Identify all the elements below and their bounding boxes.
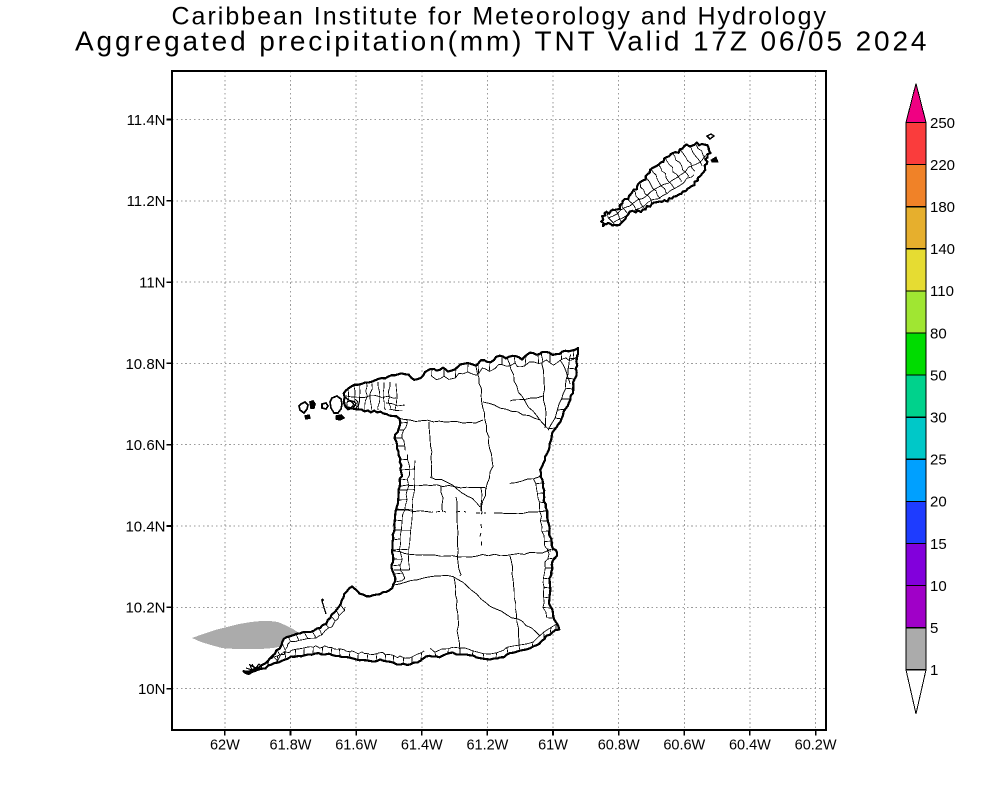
- svg-text:50: 50: [930, 367, 947, 384]
- svg-text:10N: 10N: [138, 681, 166, 698]
- svg-text:11.4N: 11.4N: [127, 112, 166, 129]
- svg-text:140: 140: [930, 241, 955, 258]
- svg-text:61W: 61W: [538, 738, 568, 754]
- svg-text:80: 80: [930, 325, 947, 342]
- svg-text:61.4W: 61.4W: [401, 738, 443, 754]
- svg-text:20: 20: [930, 494, 947, 511]
- svg-text:61.8W: 61.8W: [270, 738, 312, 754]
- svg-text:60.2W: 60.2W: [795, 738, 837, 754]
- svg-text:10.2N: 10.2N: [125, 600, 165, 617]
- svg-text:61.6W: 61.6W: [335, 738, 377, 754]
- svg-text:60.8W: 60.8W: [598, 738, 640, 754]
- svg-text:1: 1: [930, 662, 938, 679]
- svg-text:250: 250: [930, 115, 955, 132]
- svg-text:10.8N: 10.8N: [125, 356, 165, 373]
- svg-text:180: 180: [930, 199, 955, 216]
- svg-text:30: 30: [930, 410, 947, 427]
- svg-text:60.6W: 60.6W: [663, 738, 705, 754]
- svg-text:220: 220: [930, 157, 955, 174]
- svg-text:110: 110: [930, 283, 954, 300]
- svg-text:Aggregated precipitation(mm) T: Aggregated precipitation(mm) TNT Valid 1…: [75, 26, 927, 57]
- svg-text:5: 5: [930, 620, 938, 637]
- svg-text:10.4N: 10.4N: [125, 518, 165, 535]
- svg-text:25: 25: [930, 452, 947, 469]
- svg-text:11N: 11N: [139, 275, 165, 292]
- svg-text:61.2W: 61.2W: [466, 738, 508, 754]
- svg-text:10: 10: [930, 578, 947, 595]
- svg-text:15: 15: [930, 536, 947, 553]
- svg-text:10.6N: 10.6N: [125, 437, 165, 454]
- svg-text:11.2N: 11.2N: [127, 193, 166, 210]
- svg-text:60.4W: 60.4W: [729, 738, 771, 754]
- svg-text:62W: 62W: [210, 738, 240, 754]
